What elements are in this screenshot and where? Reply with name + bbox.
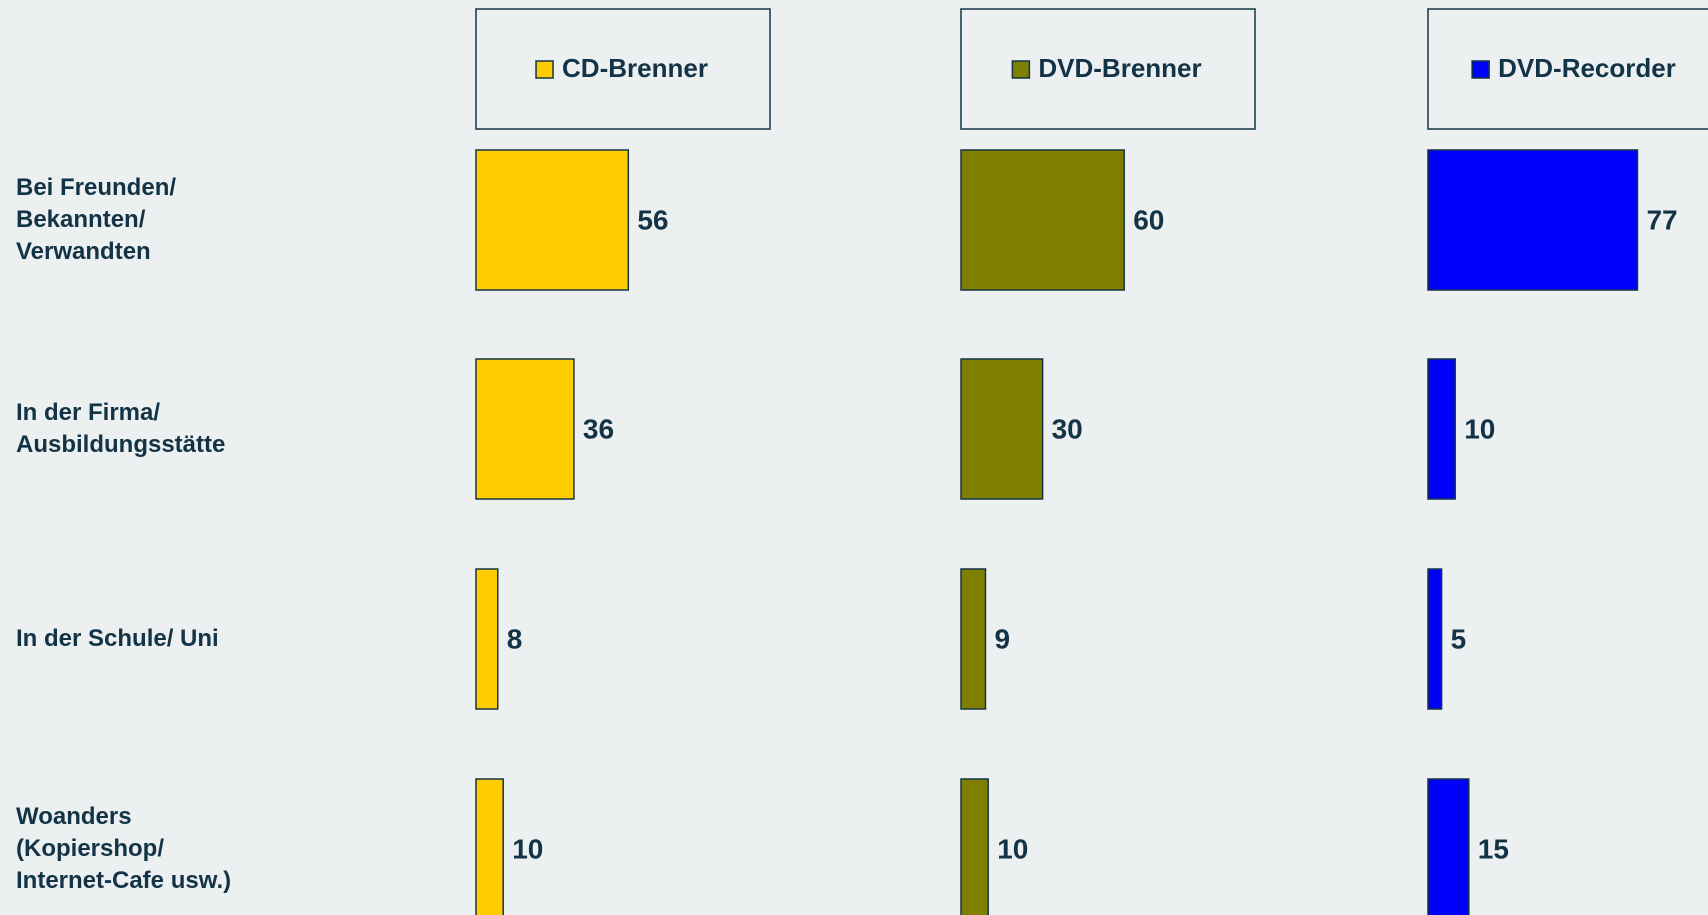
bar: [475, 778, 504, 915]
value-label: 9: [994, 623, 1010, 654]
value-label: 10: [1464, 413, 1495, 444]
value-label: 77: [1646, 204, 1677, 235]
bar: [1427, 778, 1470, 915]
category-label: In der Firma/ Ausbildungsstätte: [16, 399, 226, 458]
bar: [475, 149, 630, 291]
category-label: Bei Freunden/ Bekannten/ Verwandten: [16, 174, 177, 265]
value-label: 36: [583, 413, 614, 444]
legend-swatch: [1011, 60, 1031, 79]
value-label: 60: [1133, 204, 1164, 235]
value-label: 8: [507, 623, 523, 654]
bar: [475, 568, 499, 710]
bar: [960, 778, 989, 915]
legend-label: CD-Brenner: [562, 53, 708, 83]
legend-swatch: [1471, 60, 1490, 79]
category-label: In der Schule/ Uni: [16, 625, 219, 652]
value-label: 10: [512, 833, 543, 864]
bar: [960, 358, 1044, 500]
bar: [1427, 358, 1456, 500]
value-label: 30: [1052, 413, 1083, 444]
legend-swatch: [535, 60, 554, 79]
legend-label: DVD-Brenner: [1038, 53, 1201, 83]
value-label: 5: [1451, 623, 1467, 654]
value-label: 56: [637, 204, 668, 235]
bar: [960, 149, 1125, 291]
bar: [960, 568, 987, 710]
legend-box: [1427, 8, 1708, 130]
bar: [1427, 568, 1443, 710]
legend-box: [475, 8, 771, 130]
category-label: Woanders (Kopiershop/ Internet-Cafe usw.…: [16, 803, 232, 894]
value-label: 10: [997, 833, 1028, 864]
value-label: 15: [1478, 833, 1509, 864]
legend-box: [960, 8, 1256, 130]
bar: [475, 358, 575, 500]
bar: [1427, 149, 1639, 291]
legend-label: DVD-Recorder: [1498, 53, 1676, 83]
